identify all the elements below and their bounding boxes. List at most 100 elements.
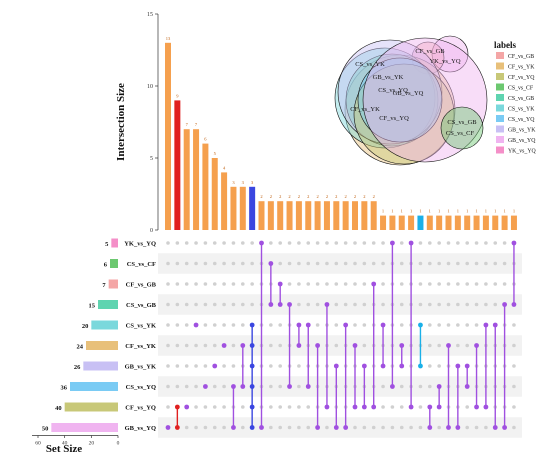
set-name-label: GB_vs_YQ (125, 425, 156, 432)
matrix-empty-dot (231, 302, 236, 307)
matrix-empty-dot (231, 323, 236, 327)
matrix-empty-dot (493, 241, 498, 245)
matrix-empty-dot (287, 241, 292, 245)
matrix-filled-dot (249, 363, 255, 369)
set-size-tick-label: 40 (62, 441, 68, 447)
matrix-empty-dot (343, 261, 348, 266)
matrix-empty-dot (399, 241, 404, 245)
set-size-bar (108, 279, 118, 289)
set-size-tick-label: 0 (117, 441, 120, 447)
matrix-empty-dot (212, 343, 217, 348)
matrix-empty-dot (437, 241, 441, 245)
matrix-filled-dot (380, 363, 386, 369)
matrix-empty-dot (166, 323, 170, 327)
matrix-empty-dot (212, 405, 217, 409)
matrix-empty-dot (493, 261, 498, 266)
intersection-bar (211, 158, 218, 230)
matrix-empty-dot (306, 241, 311, 245)
matrix-empty-dot (241, 241, 245, 245)
matrix-empty-dot (166, 282, 170, 286)
matrix-empty-dot (362, 261, 367, 266)
matrix-filled-dot (268, 302, 274, 307)
matrix-empty-dot (269, 343, 273, 348)
matrix-empty-dot (222, 261, 226, 266)
matrix-empty-dot (418, 425, 423, 430)
matrix-empty-dot (175, 261, 180, 266)
matrix-empty-dot (343, 241, 348, 245)
matrix-empty-dot (306, 261, 311, 266)
matrix-filled-dot (240, 384, 246, 389)
matrix-filled-dot (212, 363, 218, 369)
matrix-empty-dot (231, 261, 236, 266)
venn-legend: labels CF_vs_GB CF_vs_YK CF_vs_YQ CS_vs_CF CS… (494, 40, 537, 155)
matrix-empty-dot (250, 241, 254, 245)
intersection-bar (408, 215, 415, 230)
bar-value-label: 9 (176, 93, 179, 98)
set-size-label: 20 (82, 323, 89, 330)
matrix-empty-dot (484, 302, 488, 307)
bar-value-label: 2 (373, 194, 375, 199)
matrix-empty-dot (269, 425, 273, 430)
matrix-filled-dot (174, 425, 180, 430)
matrix-empty-dot (399, 405, 404, 409)
matrix-filled-dot (390, 384, 395, 389)
bar-value-label: 1 (475, 209, 477, 214)
matrix-empty-dot (315, 282, 320, 286)
matrix-empty-dot (334, 261, 339, 266)
matrix-filled-dot (249, 404, 255, 410)
matrix-empty-dot (371, 241, 376, 245)
matrix-filled-dot (390, 240, 395, 246)
matrix-empty-dot (512, 425, 516, 430)
matrix-empty-dot (512, 364, 516, 368)
matrix-empty-dot (250, 261, 254, 266)
bar-value-label: 1 (382, 209, 384, 214)
venn-circle (337, 39, 443, 145)
legend-label: CF_vs_GB (508, 54, 534, 60)
matrix-empty-dot (175, 323, 180, 327)
matrix-filled-dot (221, 343, 227, 348)
matrix-empty-dot (362, 425, 367, 430)
matrix-empty-dot (353, 261, 357, 266)
set-size-label: 26 (74, 364, 81, 371)
venn-circle-label: CF_vs_YQ (379, 115, 409, 122)
matrix-empty-dot (297, 364, 301, 368)
bar-value-label: 2 (354, 194, 356, 199)
set-size-label: 50 (42, 426, 49, 433)
matrix-empty-dot (399, 425, 404, 430)
venn-circle (362, 37, 488, 163)
matrix-empty-dot (297, 261, 301, 266)
matrix-empty-dot (353, 323, 357, 327)
matrix-empty-dot (222, 302, 226, 307)
matrix-empty-dot (465, 323, 470, 327)
matrix-empty-dot (166, 384, 170, 389)
set-size-axis-title: Set Size (46, 443, 82, 455)
set-name-label: CS_vs_YQ (126, 384, 156, 391)
matrix-filled-dot (436, 404, 442, 410)
bar-value-label: 2 (307, 194, 309, 199)
matrix-empty-dot (212, 302, 217, 307)
bar-value-label: 2 (345, 194, 347, 199)
matrix-empty-dot (437, 282, 441, 286)
matrix-filled-dot (184, 404, 190, 410)
matrix-empty-dot (418, 384, 423, 389)
matrix-empty-dot (493, 282, 498, 286)
matrix-empty-dot (399, 302, 404, 307)
matrix-filled-dot (483, 404, 489, 410)
matrix-empty-dot (465, 425, 470, 430)
matrix-filled-dot (408, 404, 414, 410)
matrix-empty-dot (446, 282, 451, 286)
matrix-empty-dot (343, 302, 348, 307)
matrix-empty-dot (428, 343, 432, 348)
matrix-empty-dot (325, 261, 329, 266)
matrix-empty-dot (212, 282, 217, 286)
intersection-bar (183, 129, 190, 230)
matrix-empty-dot (484, 425, 488, 430)
matrix-empty-dot (353, 425, 357, 430)
matrix-empty-dot (194, 343, 198, 348)
matrix-empty-dot (184, 261, 189, 266)
matrix-filled-dot (287, 384, 292, 389)
matrix-empty-dot (212, 261, 217, 266)
set-size-label: 36 (61, 385, 68, 392)
matrix-empty-dot (166, 343, 170, 348)
matrix-empty-dot (428, 282, 432, 286)
